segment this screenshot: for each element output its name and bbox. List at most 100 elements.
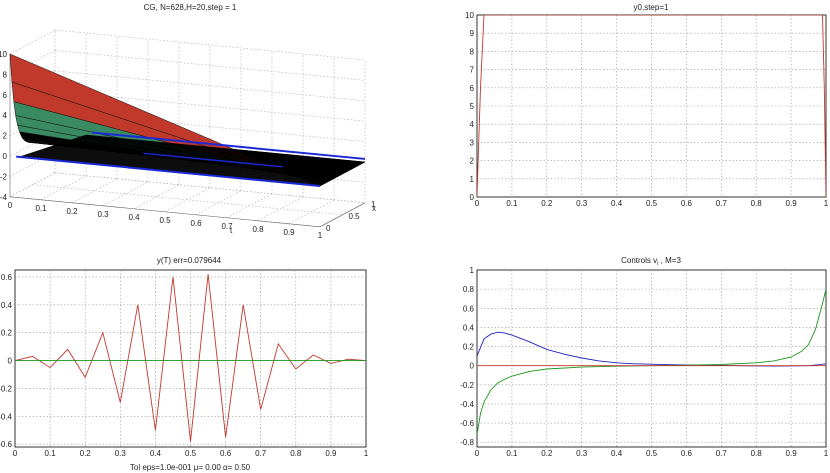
z-tick-label: 6 [3, 91, 8, 100]
t-tick-label: 0.1 [35, 204, 47, 213]
t-tick-label: 0.6 [190, 219, 202, 228]
y-tick-label: -0.6 [0, 440, 13, 449]
y-tick-label: 1 [470, 266, 475, 275]
y-tick-label: -0.8 [460, 438, 474, 447]
y-tick-label: 0 [470, 362, 475, 371]
y-tick-label: -0.6 [460, 419, 474, 428]
x-tick-label: 0.1 [506, 199, 518, 208]
y-tick-label: 1 [470, 175, 475, 184]
x-tick-label: 0.4 [611, 449, 623, 458]
x-tick-label: 0.6 [681, 199, 693, 208]
x-tick-label: 0.4 [150, 449, 162, 458]
x-tick-label: 1 [371, 200, 376, 209]
surface-mesh [9, 53, 366, 187]
t-tick-label: 0.2 [66, 207, 78, 216]
y-tick-label: -0.4 [460, 400, 474, 409]
controls-panel: Controls vi , M=3 0 0.1 0.2 0.3 0.4 0.5 0.6 0.7… [460, 256, 829, 458]
x-tick-label: 0.8 [751, 199, 763, 208]
grid-line [32, 184, 343, 216]
surface-z-ticks: -4 -2 0 2 4 6 8 10 [0, 50, 8, 202]
x-tick-label: 1 [824, 199, 829, 208]
grid-line [133, 184, 180, 210]
t-tick-label: 0.7 [221, 222, 233, 231]
x-tick-label: 1 [824, 449, 829, 458]
x-tick-label: 0.7 [255, 449, 267, 458]
x-tick-label: 0.8 [290, 449, 302, 458]
z-tick-label: 10 [0, 50, 8, 59]
axis-line [9, 196, 321, 228]
x-tick-label: 0.2 [541, 199, 553, 208]
y-tick-label: 0.2 [1, 329, 13, 338]
surface-edge-line [143, 152, 283, 168]
x-tick-label: 0.1 [506, 449, 518, 458]
x-tick-label: 0.3 [576, 449, 588, 458]
controls-title: Controls vi , M=3 [621, 256, 681, 267]
axis-line [319, 202, 366, 228]
grid-line [9, 29, 56, 55]
y-tick-label: 0.4 [463, 323, 475, 332]
z-tick-label: 2 [3, 132, 8, 141]
y-tick-label: -0.2 [460, 381, 474, 390]
x-tick-label: 0 [326, 224, 331, 233]
y-tick-label: 10 [465, 11, 474, 20]
y-tick-label: 2 [470, 157, 475, 166]
z-tick-label: -4 [0, 193, 8, 202]
grid-line [164, 187, 211, 213]
x-tick-label: 0 [475, 199, 480, 208]
x-tick-label: 0.1 [45, 449, 57, 458]
y-tick-label: -0.2 [0, 384, 13, 393]
z-tick-label: -2 [0, 172, 8, 181]
grid-line [54, 50, 366, 81]
yT-axes: 0 0.1 0.2 0.3 0.4 0.5 0.6 0.7 0.8 0.9 1 -0.6 -0.4 -0.… [0, 270, 369, 458]
yT-footer: Tol eps=1.0e-001 μ= 0.00 α= 0.50 [130, 463, 251, 472]
x-tick-label: 0.4 [611, 199, 623, 208]
z-tick-label: 8 [3, 70, 8, 79]
surface-xlabel: t [230, 226, 233, 235]
x-tick-label: 0.5 [185, 449, 197, 458]
grid-line [102, 181, 149, 207]
x-tick-label: 1 [364, 449, 369, 458]
y-tick-label: 3 [470, 138, 475, 147]
surface-edge-line [16, 155, 321, 187]
y0-title: y0,step=1 [634, 3, 669, 12]
y-tick-label: 0.8 [463, 285, 475, 294]
t-tick-label: 0.9 [283, 228, 295, 237]
controls-axes: 0 0.1 0.2 0.3 0.4 0.5 0.6 0.7 0.8 0.9 1 -0.8 -0.6 -0.… [460, 266, 829, 458]
surface-t-ticks: 0 0.1 0.2 0.3 0.4 0.5 0.6 0.7 0.8 0.9 1 [8, 201, 323, 240]
t-tick-label: 1 [318, 231, 323, 240]
grid-line [40, 175, 87, 201]
y-tick-label: 0.6 [463, 304, 475, 313]
y-tick-label: 7 [470, 66, 475, 75]
y-tick-label: 0.2 [463, 343, 475, 352]
x-tick-label: 0.5 [349, 212, 361, 221]
y-tick-label: -0.4 [0, 412, 13, 421]
y-tick-label: 0 [470, 193, 475, 202]
t-tick-label: 0 [8, 201, 13, 210]
yT-panel: y(T) err=0.079644 0 0.1 0.2 0.3 0.4 0.5 0.6 0.7… [0, 256, 369, 472]
x-tick-label: 0 [13, 449, 18, 458]
grid-line [71, 178, 118, 204]
x-tick-label: 0 [475, 449, 480, 458]
series-line-1 [15, 274, 366, 442]
yT-title: y(T) err=0.079644 [157, 256, 222, 265]
x-tick-label: 0.2 [80, 449, 92, 458]
surface-x-ticks: 00.51 [326, 200, 376, 233]
surface-ylabel: x [372, 204, 376, 213]
y-tick-label: 4 [470, 120, 475, 129]
y-tick-label: 5 [470, 102, 475, 111]
y-tick-label: 9 [470, 29, 475, 38]
surface-edge-line [92, 131, 366, 160]
y-tick-label: 6 [470, 84, 475, 93]
x-tick-label: 0.3 [576, 199, 588, 208]
x-tick-label: 0.5 [646, 449, 658, 458]
y0-axes: 0 0.1 0.2 0.3 0.4 0.5 0.6 0.7 0.8 0.9 101234567891… [465, 11, 829, 208]
grid-line [54, 70, 366, 102]
grid-line [54, 111, 366, 142]
x-tick-label: 0.6 [220, 449, 232, 458]
y0-panel: y0,step=1 0 0.1 0.2 0.3 0.4 0.5 0.6 0.7 0.8 0.9 10… [465, 3, 829, 208]
t-tick-label: 0.4 [128, 213, 140, 222]
y-tick-label: 0.6 [1, 273, 13, 282]
y-tick-label: 0.4 [1, 301, 13, 310]
